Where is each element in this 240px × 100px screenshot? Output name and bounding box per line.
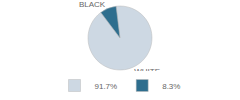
svg-text:91.7%: 91.7% [95, 82, 118, 91]
svg-text:8.3%: 8.3% [162, 82, 180, 91]
svg-text:BLACK: BLACK [79, 0, 106, 9]
